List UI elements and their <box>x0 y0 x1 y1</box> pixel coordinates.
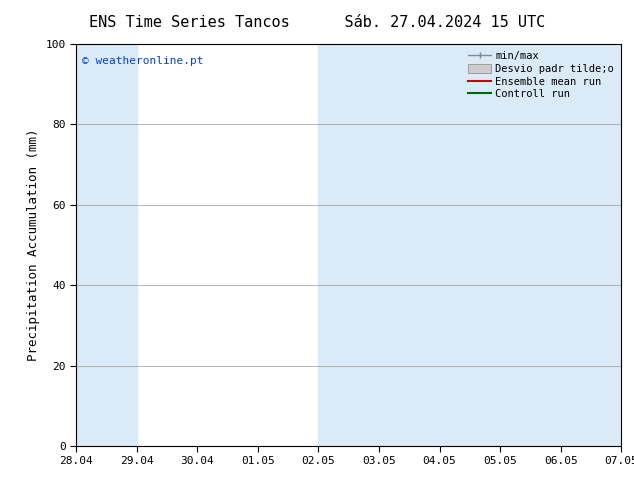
Bar <box>318 44 439 446</box>
Bar <box>76 44 137 446</box>
Y-axis label: Precipitation Accumulation (mm): Precipitation Accumulation (mm) <box>27 129 40 361</box>
Text: © weatheronline.pt: © weatheronline.pt <box>82 56 203 66</box>
Bar <box>439 44 621 446</box>
Legend: min/max, Desvio padr tilde;o, Ensemble mean run, Controll run: min/max, Desvio padr tilde;o, Ensemble m… <box>466 49 616 101</box>
Text: ENS Time Series Tancos      Sáb. 27.04.2024 15 UTC: ENS Time Series Tancos Sáb. 27.04.2024 1… <box>89 15 545 30</box>
